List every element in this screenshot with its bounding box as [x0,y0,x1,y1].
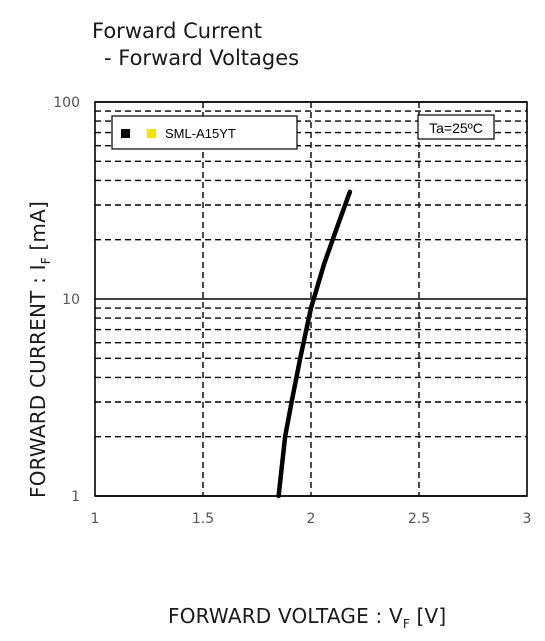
x-tick-label: 1.5 [192,511,214,527]
x-axis-label: FORWARD VOLTAGE : VF [V] [168,604,446,631]
x-tick-label: 1 [91,511,100,527]
chart-title-line2: - Forward Voltages [104,46,300,70]
plot-frame [94,101,528,497]
legend-line-swatch [121,129,130,138]
legend-marker-swatch [147,129,156,138]
y-axis-label-unit: [mA] [26,201,50,258]
legend: SML-A15YT [111,115,298,150]
y-tick-label: 10 [62,292,80,308]
x-axis-label-text: FORWARD VOLTAGE : V [168,604,403,628]
legend-box [111,115,298,150]
x-tick-label: 3 [523,511,532,527]
y-axis-label: FORWARD CURRENT : IF [mA] [26,201,53,498]
series-line [276,189,353,499]
x-axis-label-subscript: F [402,617,410,631]
y-axis-label-text: FORWARD CURRENT : I [26,264,50,498]
annotation-text: Ta=25ºC [429,120,483,136]
y-axis-label-subscript: F [39,257,53,265]
y-tick-label: 100 [53,95,80,111]
annotation: Ta=25ºC [417,114,495,140]
x-axis-label-unit: [V] [409,604,447,628]
chart-title: Forward Current - Forward Voltages [92,18,299,72]
y-tick-label: 1 [71,489,80,505]
annotation-box [417,114,495,140]
x-tick-label: 2.5 [408,511,430,527]
legend-label: SML-A15YT [165,126,236,141]
x-tick-label: 2 [307,511,316,527]
chart-title-line1: Forward Current [92,19,262,43]
